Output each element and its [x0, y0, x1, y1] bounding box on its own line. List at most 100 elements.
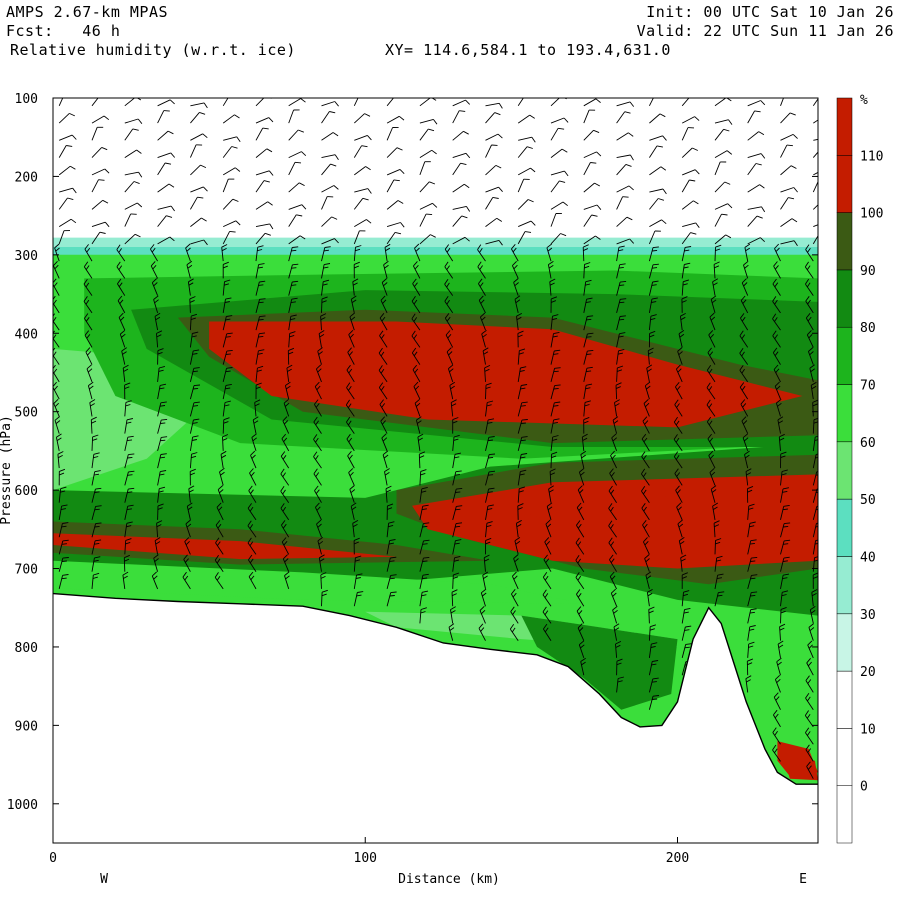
wind-barb [550, 233, 567, 245]
wind-barb [124, 470, 135, 486]
wind-barb [550, 401, 561, 417]
wind-barb [288, 214, 303, 227]
wind-barb [452, 236, 470, 245]
wind-barb [321, 216, 338, 227]
wind-barb [53, 313, 60, 331]
wind-barb [248, 554, 257, 572]
wind-barb [805, 296, 814, 314]
wind-barb [740, 313, 749, 331]
plot-frame [52, 97, 819, 844]
init-time: Init: 00 UTC Sat 10 Jan 26 [646, 3, 894, 21]
wind-barb [772, 278, 781, 296]
wind-barb [58, 574, 69, 590]
wind-barb [681, 625, 692, 641]
wind-barb [517, 436, 528, 452]
wind-barb [804, 710, 814, 728]
wind-barb [286, 364, 293, 382]
wind-barb [547, 261, 554, 279]
wind-barb [122, 571, 129, 589]
wind-barb [709, 467, 716, 486]
wind-barb [780, 539, 791, 555]
wind-barb [117, 278, 126, 296]
wind-barb [517, 199, 534, 210]
wind-barb [482, 571, 489, 589]
wind-barb [648, 695, 660, 710]
wind-barb [255, 232, 271, 245]
wind-barb [190, 133, 208, 141]
wind-barb [381, 433, 388, 452]
wind-barb [118, 312, 126, 331]
wind-barb [583, 332, 594, 348]
wind-barb [806, 330, 814, 348]
wind-barb [345, 399, 355, 417]
wind-barb [190, 111, 206, 124]
wind-barb [157, 236, 175, 245]
y-tick-label-500: 500 [15, 406, 38, 421]
wind-barb [91, 434, 99, 451]
wind-barb [347, 451, 355, 469]
wind-barb [189, 418, 200, 434]
wind-barb [747, 521, 756, 538]
wind-barb [255, 98, 272, 107]
wind-barb [222, 417, 230, 434]
wind-barb [583, 262, 591, 279]
wind-barb [156, 330, 163, 348]
wind-barb [282, 554, 290, 572]
colorbar-label-0: 0 [860, 780, 868, 795]
wind-barb [681, 116, 700, 124]
wind-barb [314, 399, 322, 417]
wind-barb [189, 144, 203, 158]
wind-barb [576, 589, 585, 607]
wind-barb [681, 590, 690, 607]
wind-barb [85, 347, 93, 365]
wind-barb [444, 244, 454, 262]
wind-barb [87, 381, 94, 400]
wind-barb [91, 572, 100, 589]
wind-barb [222, 261, 229, 279]
wind-barb [287, 347, 295, 365]
wind-barb [545, 519, 552, 538]
y-tick-label-800: 800 [15, 641, 38, 656]
wind-barb [642, 416, 650, 434]
wind-barb [780, 187, 798, 193]
wind-barb [708, 330, 716, 348]
wind-barb [714, 555, 723, 572]
wind-barb [189, 452, 198, 469]
wind-barb [288, 263, 299, 279]
wind-barb [678, 537, 685, 555]
wind-barb [288, 151, 307, 159]
wind-barb [91, 231, 106, 245]
wind-barb [673, 434, 683, 452]
wind-barb [91, 487, 102, 503]
wind-barb [157, 503, 164, 520]
wind-barb [710, 485, 717, 503]
wind-barb [124, 487, 135, 503]
wind-barb [380, 416, 388, 434]
wind-barb [485, 239, 503, 246]
wind-barb [742, 433, 749, 452]
wind-barb [780, 240, 798, 246]
wind-barb [812, 180, 818, 193]
wind-barb [772, 330, 781, 348]
wind-barb [419, 573, 429, 589]
wind-barb [517, 384, 528, 400]
wind-barb [478, 295, 486, 314]
wind-barb [609, 571, 617, 590]
wind-barb [252, 416, 259, 434]
wind-barb [616, 216, 633, 227]
wind-barb [89, 399, 96, 417]
wind-barb [321, 279, 330, 296]
wind-barb [284, 571, 290, 590]
wind-barb [713, 520, 720, 538]
wind-barb [187, 278, 194, 296]
wind-barb [222, 167, 241, 176]
wind-barb [190, 164, 207, 176]
wind-barb [477, 244, 486, 262]
wind-barb [583, 182, 601, 193]
wind-barb [255, 280, 266, 296]
wind-barb [150, 244, 158, 262]
wind-barb [773, 709, 781, 728]
wind-barb [157, 162, 172, 176]
wind-barb [288, 182, 305, 193]
wind-barb [780, 112, 796, 124]
